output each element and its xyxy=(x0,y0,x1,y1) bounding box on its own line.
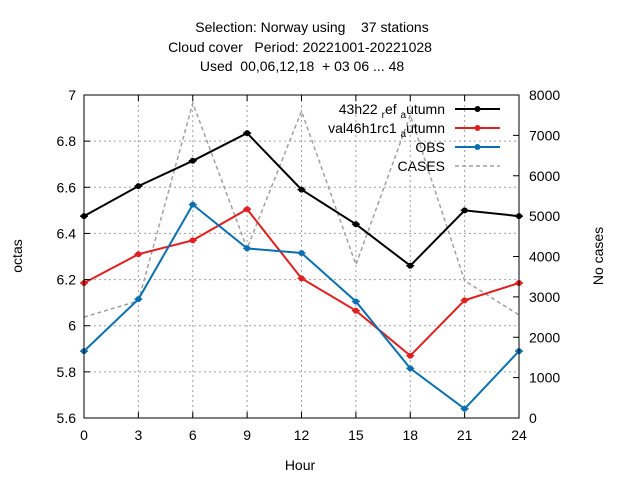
y2-tick-label: 6000 xyxy=(529,168,560,184)
legend-label-0: 43h22 ref autumn xyxy=(339,101,445,121)
series-2 xyxy=(80,201,523,412)
y2-axis-label: No cases xyxy=(590,227,606,285)
legend-label-2: OBS xyxy=(415,139,445,155)
y2-tick-label: 8000 xyxy=(529,87,560,103)
x-axis-label: Hour xyxy=(285,457,316,473)
legend-marker-0 xyxy=(474,106,481,112)
series-3 xyxy=(83,100,520,318)
y2-tick-label: 1000 xyxy=(529,370,560,386)
chart-title: Selection: Norway using 37 stations Clou… xyxy=(168,19,432,74)
y2-tick-label: 5000 xyxy=(529,208,560,224)
x-tick-label: 9 xyxy=(243,427,251,443)
y2-tick-label: 3000 xyxy=(529,289,560,305)
title-line-1: Selection: Norway using 37 stations xyxy=(195,19,428,35)
y-tick-label: 6.2 xyxy=(57,272,77,288)
title-line-2: Cloud cover Period: 20221001-20221028 xyxy=(168,39,432,55)
series-line xyxy=(83,100,520,318)
x-tick-label: 3 xyxy=(134,427,142,443)
legend-label-3: CASES xyxy=(398,158,445,174)
axes: 5.65.866.26.46.66.870 3 6 9 12 15 18 21 24010002… xyxy=(57,87,561,443)
grid xyxy=(84,95,519,418)
y2-tick-label: 0 xyxy=(529,410,537,426)
legend: 43h22 ref autumn val46h1rc1 autumn OBS C… xyxy=(328,101,500,174)
series-0 xyxy=(80,130,523,269)
x-tick-label: 15 xyxy=(348,427,364,443)
y-tick-label: 7 xyxy=(68,87,76,103)
legend-marker-1 xyxy=(474,125,481,131)
x-tick-label: 12 xyxy=(294,427,310,443)
x-tick-label: 18 xyxy=(402,427,418,443)
y2-tick-label: 7000 xyxy=(529,127,560,143)
x-tick-label: 21 xyxy=(457,427,473,443)
y-tick-label: 5.8 xyxy=(57,364,77,380)
legend-samples xyxy=(455,106,500,167)
y-axis-label: octas xyxy=(9,239,25,272)
legend-marker-2 xyxy=(474,144,481,150)
y-tick-label: 6.4 xyxy=(57,225,77,241)
y-tick-label: 6.8 xyxy=(57,133,77,149)
legend-label-1: val46h1rc1 autumn xyxy=(328,120,445,140)
y-tick-label: 5.6 xyxy=(57,410,77,426)
y-tick-label: 6 xyxy=(68,318,76,334)
x-tick-label: 0 xyxy=(80,427,88,443)
x-tick-label: 24 xyxy=(511,427,527,443)
y2-tick-label: 2000 xyxy=(529,329,560,345)
x-tick-label: 6 xyxy=(189,427,197,443)
y-tick-label: 6.6 xyxy=(57,179,77,195)
series-layer xyxy=(80,100,523,412)
title-line-3: Used 00,06,12,18 + 03 06 ... 48 xyxy=(200,58,405,74)
y2-tick-label: 4000 xyxy=(529,249,560,265)
